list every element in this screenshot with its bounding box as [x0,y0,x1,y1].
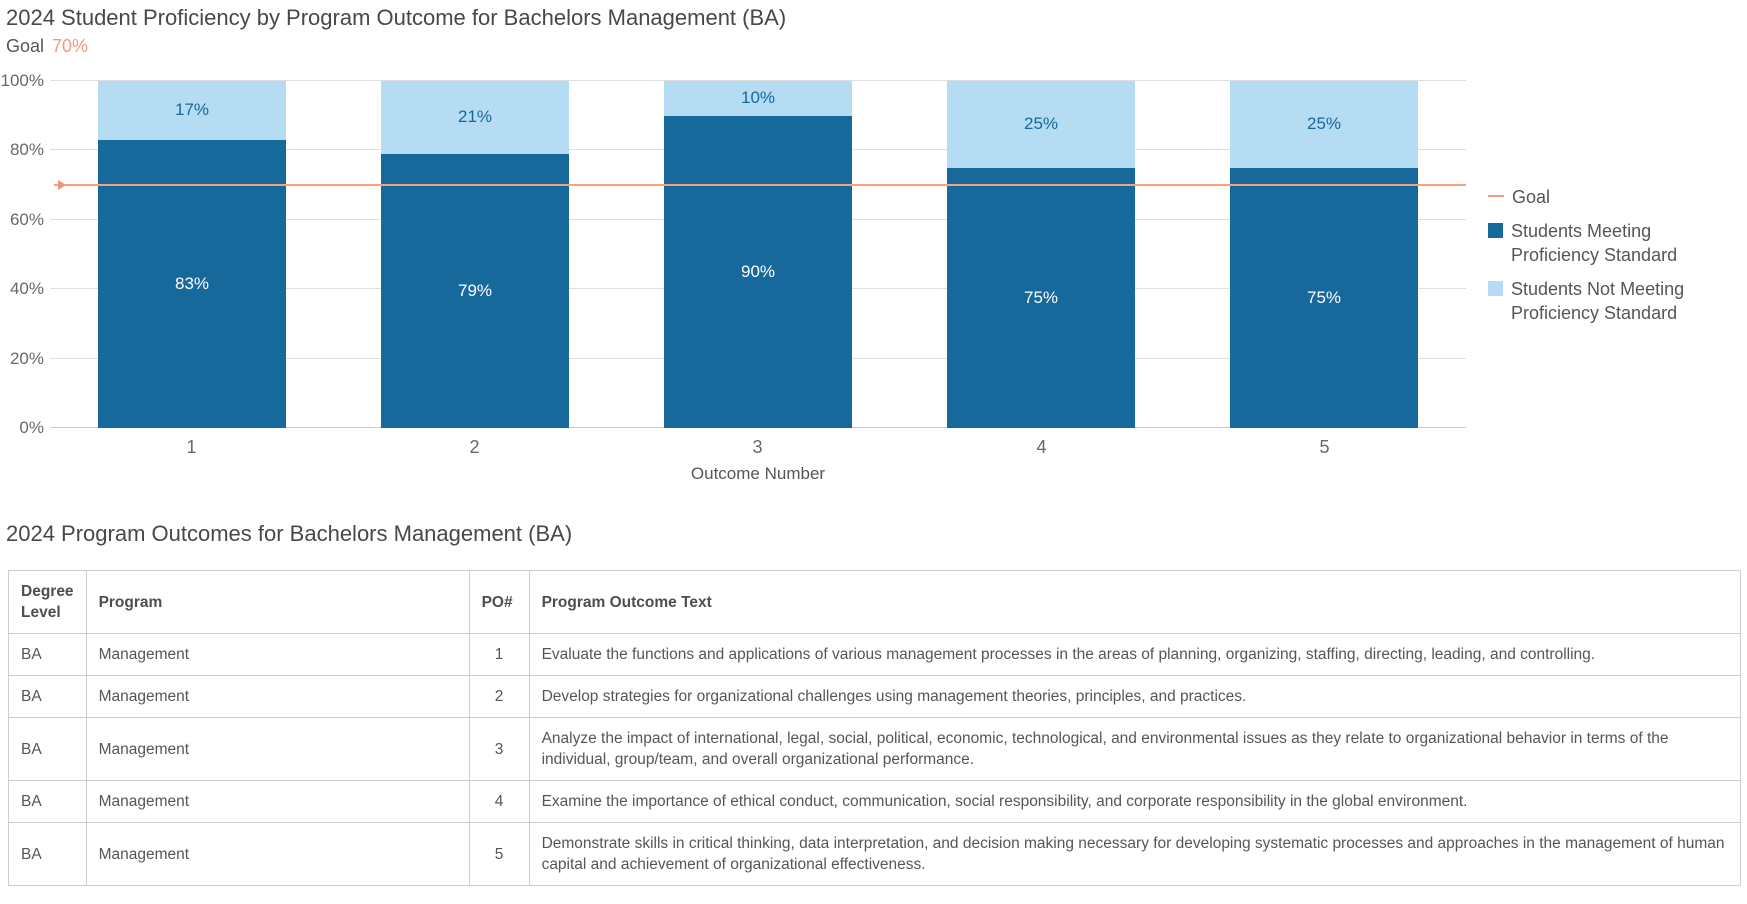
legend-label-goal: Goal [1512,187,1551,207]
meeting-value-label: 79% [457,280,493,300]
meeting-segment[interactable]: 90% [664,115,852,428]
bar-outcome-2[interactable]: 79% 21% [381,81,569,428]
y-tick-label: 100% [0,71,44,90]
goal-label: Goal [6,36,45,56]
goal-arrow-icon [58,180,66,190]
cell-program: Management [85,675,470,718]
legend-item-meeting[interactable]: Students Meeting Proficiency Standard [1488,219,1718,267]
cell-degree-level: BA [8,717,87,781]
not-meeting-value-label: 25% [1306,114,1342,134]
meeting-segment[interactable]: 83% [98,140,286,428]
meeting-value-label: 90% [740,261,776,281]
x-tick-label: 4 [1036,437,1047,457]
bar-outcome-4[interactable]: 75% 25% [947,81,1135,428]
header-degree-level: Degree Level [8,570,87,634]
cell-po-number: 5 [468,822,530,886]
x-axis-title: Outcome Number [690,464,826,483]
not-meeting-value-label: 21% [457,107,493,127]
not-meeting-value-label: 17% [174,100,210,120]
y-axis: 0% 20% 40% 60% 80% 100% [0,72,44,437]
table-header-row: Degree Level Program PO# Program Outcome… [8,570,1742,634]
cell-outcome-text: Evaluate the functions and applications … [528,633,1742,676]
goal-indicator: Goal 70% [6,36,88,57]
meeting-segment[interactable]: 75% [947,167,1135,428]
legend-item-goal[interactable]: Goal [1488,185,1718,209]
table-row: BA Management 1 Evaluate the functions a… [8,633,1742,676]
y-tick-label: 60% [9,210,44,229]
cell-program: Management [85,822,470,886]
bar-outcome-3[interactable]: 90% 10% [664,81,852,428]
plot-area: 83% 17% 79% 21% 90% 10% 75% 25% 75% 25% [50,80,1466,428]
not-meeting-segment[interactable]: 10% [664,81,852,116]
gridline [50,80,1466,81]
cell-program: Management [85,717,470,781]
header-outcome-text: Program Outcome Text [528,570,1742,634]
meeting-value-label: 83% [174,274,210,293]
not-meeting-segment[interactable]: 25% [947,81,1135,168]
chart-title: 2024 Student Proficiency by Program Outc… [6,5,787,30]
cell-degree-level: BA [8,675,87,718]
not-meeting-swatch [1488,281,1503,296]
goal-line [54,180,1466,190]
cell-outcome-text: Analyze the impact of international, leg… [528,717,1742,781]
meeting-value-label: 75% [1023,287,1059,307]
not-meeting-value-label: 25% [1023,114,1059,134]
y-tick-label: 20% [9,349,44,368]
cell-po-number: 3 [468,717,530,781]
x-axis: 1 2 3 4 5 [50,437,1466,459]
not-meeting-segment[interactable]: 21% [381,81,569,154]
header-po-number: PO# [468,570,530,634]
x-tick-label: 1 [186,437,197,457]
legend-item-not-meeting[interactable]: Students Not Meeting Proficiency Standar… [1488,277,1718,325]
cell-outcome-text: Examine the importance of ethical conduc… [528,780,1742,823]
bar-outcome-5[interactable]: 75% 25% [1230,81,1418,428]
cell-po-number: 1 [468,633,530,676]
cell-program: Management [85,780,470,823]
cell-po-number: 4 [468,780,530,823]
cell-degree-level: BA [8,822,87,886]
meeting-swatch [1488,223,1503,238]
meeting-segment[interactable]: 79% [381,153,569,428]
program-outcomes-table: Degree Level Program PO# Program Outcome… [8,570,1742,886]
y-tick-label: 40% [9,279,44,298]
y-tick-label: 0% [19,418,44,437]
table-row: BA Management 3 Analyze the impact of in… [8,717,1742,781]
goal-value: 70% [52,36,89,56]
cell-outcome-text: Demonstrate skills in critical thinking,… [528,822,1742,886]
cell-degree-level: BA [8,633,87,676]
x-tick-label: 2 [469,437,480,457]
not-meeting-value-label: 10% [740,88,776,108]
cell-degree-level: BA [8,780,87,823]
cell-outcome-text: Develop strategies for organizational ch… [528,675,1742,718]
table-row: BA Management 5 Demonstrate skills in cr… [8,822,1742,886]
not-meeting-segment[interactable]: 17% [98,81,286,140]
table-row: BA Management 4 Examine the importance o… [8,780,1742,823]
cell-program: Management [85,633,470,676]
legend-label-meeting: Students Meeting Proficiency Standard [1511,221,1678,265]
table-title: 2024 Program Outcomes for Bachelors Mana… [6,521,573,546]
meeting-value-label: 75% [1306,287,1342,307]
x-tick-label: 3 [752,437,763,457]
chart-legend: Goal Students Meeting Proficiency Standa… [1488,185,1718,335]
header-program: Program [85,570,470,634]
x-tick-label: 5 [1319,437,1330,457]
cell-po-number: 2 [468,675,530,718]
legend-label-not-meeting: Students Not Meeting Proficiency Standar… [1511,279,1685,323]
meeting-segment[interactable]: 75% [1230,167,1418,428]
goal-line-swatch [1488,195,1504,197]
bar-outcome-1[interactable]: 83% 17% [98,81,286,428]
y-tick-label: 80% [9,140,44,159]
table-row: BA Management 2 Develop strategies for o… [8,675,1742,718]
not-meeting-segment[interactable]: 25% [1230,81,1418,168]
